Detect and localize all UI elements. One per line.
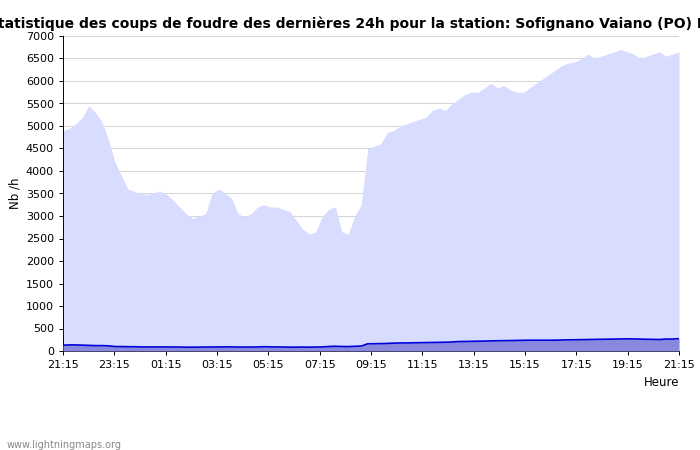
Title: Statistique des coups de foudre des dernières 24h pour la station: Sofignano Vai: Statistique des coups de foudre des dern… <box>0 16 700 31</box>
Y-axis label: Nb /h: Nb /h <box>8 178 22 209</box>
Text: Heure: Heure <box>643 376 679 389</box>
Text: www.lightningmaps.org: www.lightningmaps.org <box>7 440 122 450</box>
